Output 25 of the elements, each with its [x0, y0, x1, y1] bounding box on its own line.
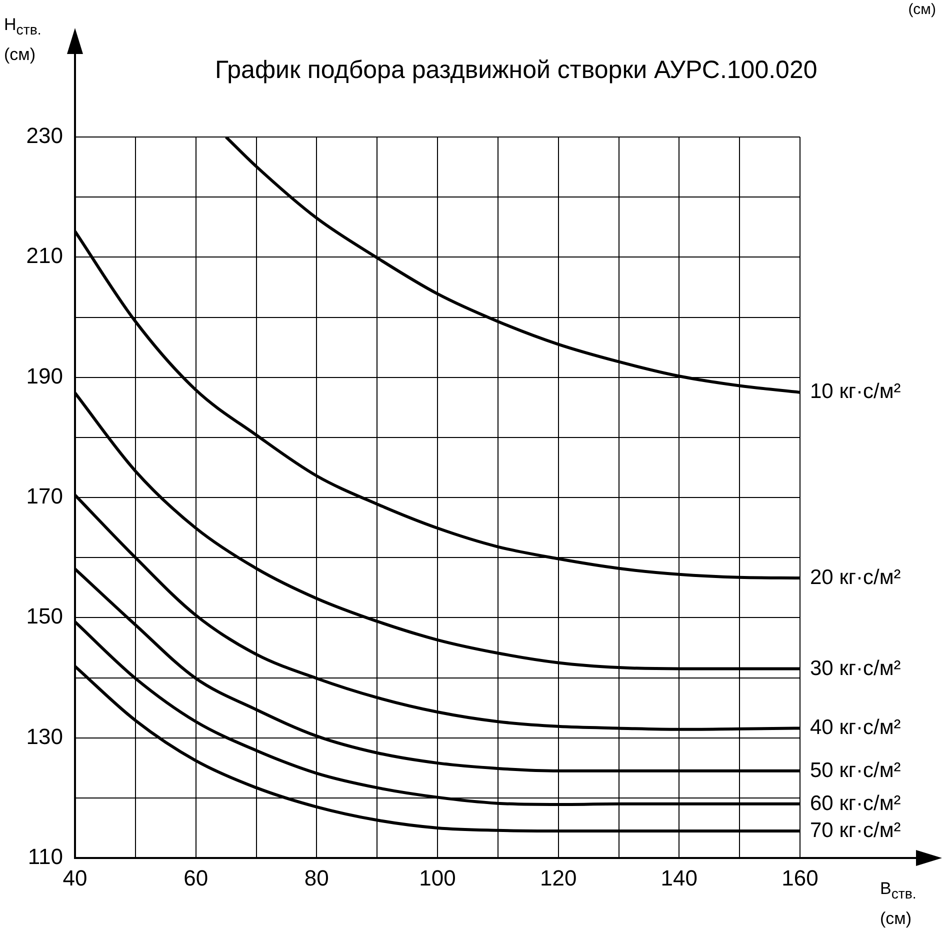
x-tick-label: 40 [62, 865, 88, 890]
y-tick-label: 210 [26, 243, 63, 268]
text: (см) [908, 1, 936, 18]
y-tick-label: 110 [28, 844, 63, 870]
x-tick-label: 160 [782, 865, 818, 890]
series-label: 10 кг·с/м² [810, 380, 901, 404]
series-label: 30 кг·с/м² [810, 656, 901, 680]
x-tick-label: 120 [540, 865, 577, 890]
x-tick-label: 60 [184, 865, 208, 890]
series-label: 50 кг·с/м² [810, 758, 901, 782]
series-label: 40 кг·с/м² [810, 716, 901, 740]
y-tick-label: 190 [26, 363, 63, 388]
chart-title: График подбора раздвижной створки АУРС.100.020 [215, 56, 818, 84]
y-tick-label: 170 [26, 484, 63, 509]
x-tick-label: 80 [304, 865, 329, 890]
series-label: 20 кг·с/м² [810, 566, 901, 589]
x-tick-label: 140 [660, 865, 698, 890]
x-tick-label: 100 [419, 865, 456, 890]
x-axis-title: B$_{ств.}$ (см) [880, 878, 918, 928]
y-tick-label: 130 [26, 724, 63, 749]
series-label: 60 кг·с/м² [810, 792, 901, 815]
y-tick-label: 230 [26, 123, 63, 148]
y-tick-label: 150 [26, 604, 63, 629]
y-axis-title: H$_{ств.}$ (см) [4, 14, 42, 66]
series-label: 70 кг·с/м² [810, 818, 901, 842]
